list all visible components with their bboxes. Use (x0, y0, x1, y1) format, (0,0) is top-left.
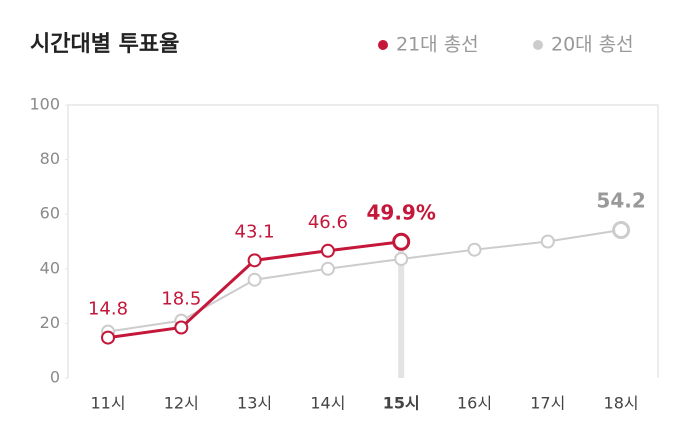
x-tick-label: 18시 (604, 394, 639, 413)
y-tick-label: 100 (29, 95, 60, 114)
y-tick-label: 0 (50, 368, 60, 387)
data-point (394, 251, 409, 266)
x-tick-label: 15시 (383, 394, 420, 413)
y-tick-label: 40 (40, 258, 60, 277)
data-point (247, 253, 262, 268)
data-point (174, 320, 189, 335)
x-tick-label: 12시 (164, 394, 199, 413)
chart-title: 시간대별 투표율 (30, 32, 179, 57)
legend-marker (378, 40, 388, 50)
y-tick-label: 80 (40, 149, 60, 168)
data-point (101, 330, 115, 345)
y-tick-label: 20 (40, 313, 60, 332)
highlight-bar (398, 241, 405, 378)
data-point (467, 242, 482, 257)
data-point (320, 261, 335, 276)
data-point (247, 272, 262, 287)
x-tick-label: 16시 (457, 394, 492, 413)
data-label: 46.6 (308, 212, 348, 233)
data-point (540, 234, 555, 249)
data-point (612, 221, 631, 240)
plot-frame (67, 104, 659, 378)
data-label: 43.1 (235, 221, 275, 242)
y-tick-label: 60 (40, 204, 60, 223)
legend-label: 21대 총선 (396, 34, 479, 56)
x-tick-label: 11시 (90, 394, 125, 413)
data-point (392, 232, 411, 251)
x-tick-label: 13시 (237, 394, 272, 413)
data-label: 14.8 (88, 299, 128, 320)
x-tick-label: 17시 (530, 394, 565, 413)
legend-label: 20대 총선 (551, 34, 634, 56)
data-label: 18.5 (161, 288, 201, 309)
x-tick-label: 14시 (310, 394, 345, 413)
data-label: 49.9% (367, 200, 436, 224)
series-line (107, 229, 622, 333)
legend-marker (533, 40, 543, 50)
data-label: 54.2 (596, 189, 645, 213)
data-point (320, 243, 335, 258)
